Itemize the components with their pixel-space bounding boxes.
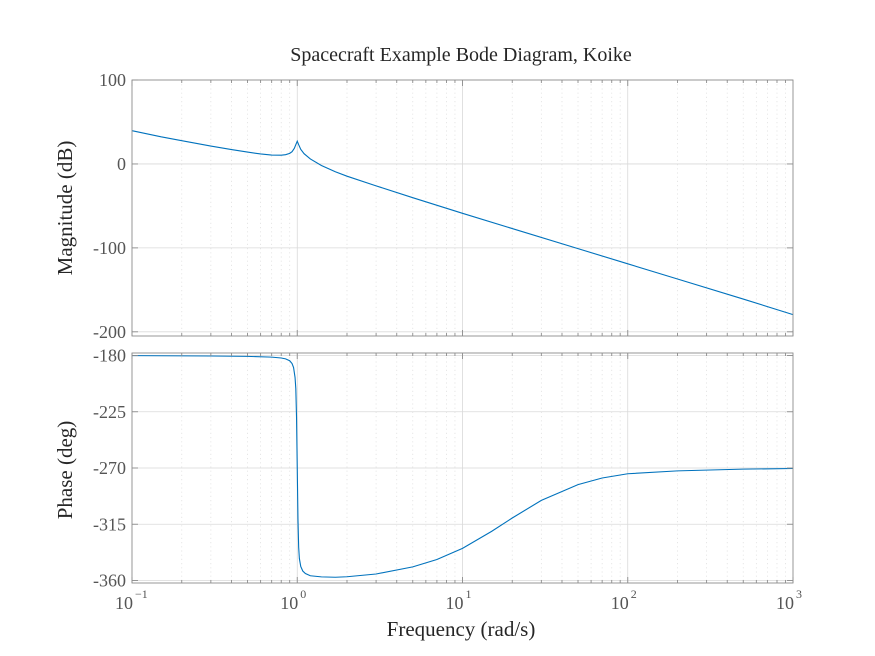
phase-y-tick-label: -315 [93, 514, 126, 534]
phase-panel: -180-225-270-315-360 10 −1 10 0 10 1 10 2 10 3 Ph… [53, 346, 802, 642]
phase-y-axis-label: Phase (deg) [53, 421, 77, 520]
phase-y-tick-label: -180 [93, 346, 126, 366]
magnitude-panel: 100 0 -100 -200 Magnitude (dB) [53, 70, 794, 342]
magnitude-series-line [131, 130, 794, 316]
magnitude-tick-marks [131, 79, 794, 336]
phase-grid [132, 353, 793, 583]
x-tick-label: 10 [776, 593, 794, 613]
magnitude-y-axis-label: Magnitude (dB) [53, 141, 77, 276]
magnitude-y-tick-label: -200 [93, 322, 126, 342]
x-tick-label-exponent: 2 [631, 587, 637, 601]
x-tick-label-exponent: 3 [796, 587, 802, 601]
magnitude-y-tick-label: -100 [93, 238, 126, 258]
magnitude-grid [132, 79, 793, 336]
x-tick-label: 10 [280, 593, 298, 613]
phase-y-tick-labels: -180 -225 -270 -315 -360 [93, 346, 126, 591]
phase-x-tick-labels: 10 −1 10 0 10 1 10 2 10 3 [115, 587, 802, 613]
magnitude-y-tick-label: 0 [117, 154, 126, 174]
x-tick-label-exponent: 0 [300, 587, 306, 601]
phase-y-tick-label: -360 [93, 571, 126, 591]
x-tick-label: 10 [611, 593, 629, 613]
magnitude-y-tick-labels: 100 0 -100 -200 [93, 70, 126, 342]
phase-y-tick-label: -225 [93, 402, 126, 422]
x-tick-label: 10 [115, 593, 133, 613]
magnitude-y-tick-label: 100 [99, 70, 126, 90]
phase-y-tick-label: -270 [93, 458, 126, 478]
phase-series-line [131, 355, 794, 578]
chart-title: Spacecraft Example Bode Diagram, Koike [290, 44, 632, 66]
phase-tick-marks [131, 353, 794, 583]
x-tick-label-exponent: −1 [135, 587, 148, 601]
x-axis-label: Frequency (rad/s) [387, 617, 536, 641]
x-tick-label: 10 [446, 593, 464, 613]
x-tick-label-exponent: 1 [466, 587, 472, 601]
